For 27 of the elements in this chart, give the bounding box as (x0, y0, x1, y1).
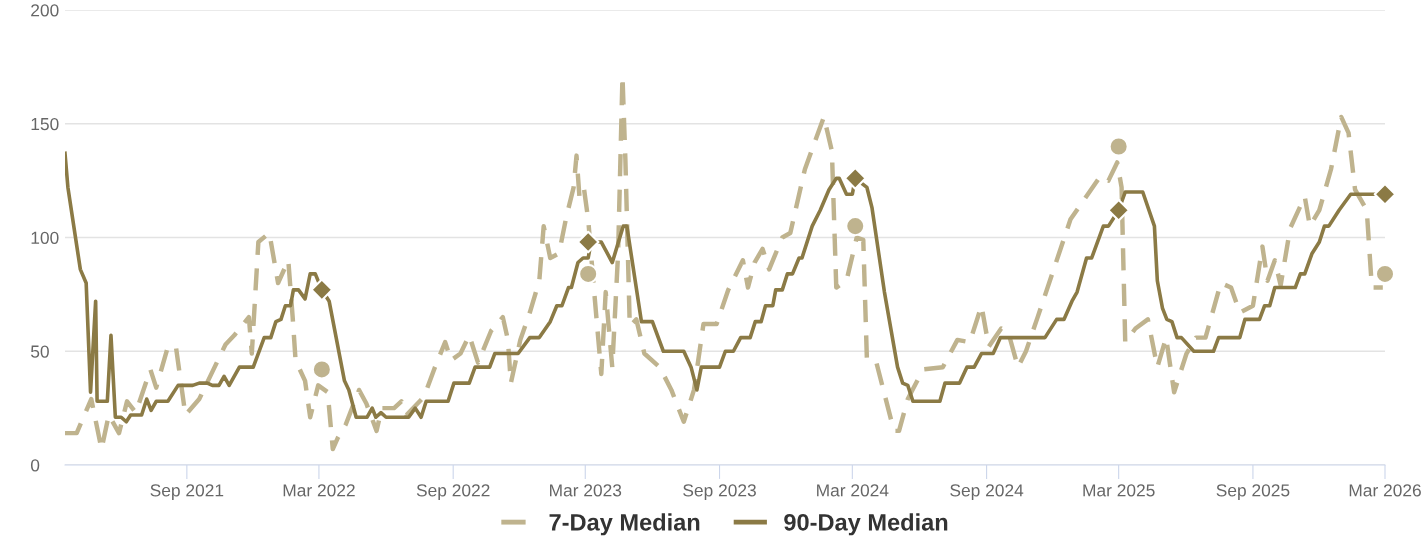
point (578, 263, 599, 284)
point (843, 167, 867, 190)
x-tick-label: Sep 2023 (683, 484, 756, 500)
x-tick-label: Mar 2026 (1349, 484, 1421, 497)
legend-label: 90-Day Median (784, 513, 948, 536)
x-tick-label: Mar 2024 (817, 484, 889, 497)
point (1107, 198, 1131, 222)
point (1373, 182, 1397, 206)
x-tick-label: Sep 2022 (416, 484, 490, 500)
point (1108, 136, 1129, 157)
y-tick-label: 200 (31, 4, 59, 17)
legend-label: 7-Day Median (549, 513, 700, 536)
x-tick-label: Sep 2021 (150, 484, 224, 500)
y-tick-label: 0 (30, 459, 40, 472)
x-tick-label: Mar 2023 (550, 484, 622, 497)
point (311, 359, 332, 380)
y-tick-label: 100 (31, 231, 59, 244)
x-tick-label: Mar 2025 (1083, 484, 1155, 497)
y-tick-label: 150 (31, 117, 59, 131)
point (576, 230, 600, 254)
point (845, 216, 866, 237)
y-tick-label: 50 (30, 345, 49, 358)
x-tick-label: Mar 2022 (283, 484, 355, 497)
point (1374, 263, 1396, 284)
x-tick-label: Sep 2024 (950, 484, 1024, 500)
point (310, 278, 334, 302)
x-tick-label: Sep 2025 (1216, 484, 1290, 500)
